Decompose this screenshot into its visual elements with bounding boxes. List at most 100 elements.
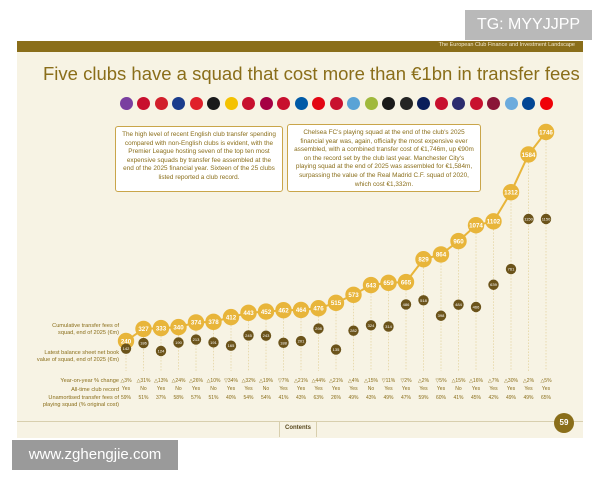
label-cumulative: 340 <box>173 324 184 331</box>
label-book-value: Latest balance sheet net book value of s… <box>36 350 119 363</box>
label-yoy: Year-on-year % change <box>60 378 119 384</box>
cell-yoy: △10% <box>207 378 221 384</box>
label-book-value: 135 <box>333 347 340 352</box>
point-book-value <box>208 337 219 348</box>
point-book-value <box>470 301 482 313</box>
cell-yoy: △2% <box>418 378 430 384</box>
label-cumulative: 452 <box>261 309 272 316</box>
club-logo-icon <box>207 97 220 110</box>
point-cumulative <box>537 123 555 141</box>
cell-unamortised: 49% <box>523 395 534 401</box>
contents-link[interactable]: Contents <box>279 421 317 437</box>
label-book-value: 213 <box>193 337 200 342</box>
point-cumulative <box>345 286 362 303</box>
cell-yoy: △32% <box>242 378 256 384</box>
cell-record: Yes <box>489 386 498 392</box>
point-book-value <box>365 320 377 331</box>
label-cumulative: 1584 <box>522 152 536 159</box>
label-book-value: 484 <box>455 302 462 307</box>
club-logo-icon <box>399 97 413 110</box>
cell-yoy: ▽11% <box>382 378 396 384</box>
label-book-value: 324 <box>368 323 375 328</box>
club-logo-icon <box>382 97 395 110</box>
club-logo-icon <box>154 97 168 110</box>
cell-unamortised: 37% <box>156 395 167 401</box>
club-logo-icon <box>522 97 535 110</box>
label-book-value: 639 <box>490 282 497 287</box>
label-record: All-time club record <box>71 387 119 393</box>
label-cumulative: 659 <box>383 280 394 287</box>
club-logo-icon <box>452 97 465 110</box>
label-book-value: 761 <box>508 267 515 272</box>
label-cumulative: 1102 <box>487 219 501 226</box>
cell-record: Yes <box>192 386 201 392</box>
club-logo-icon <box>469 97 483 110</box>
chart-svg: 240 327 333 340 374 378 412 443 452 462 464 476 515 5… <box>117 123 555 401</box>
cell-unamortised: 60% <box>436 395 447 401</box>
cell-record: No <box>455 386 462 392</box>
report-page: The European Club Finance and Investment… <box>17 41 583 438</box>
club-logo-icon <box>294 97 308 110</box>
label-cumulative: 462 <box>278 307 289 314</box>
label-cumulative: 829 <box>418 257 429 264</box>
label-cumulative: 412 <box>226 314 237 321</box>
club-logo-icon <box>329 97 343 110</box>
point-cumulative <box>240 304 257 322</box>
label-cumulative: 333 <box>156 325 167 332</box>
point-book-value <box>138 337 149 349</box>
label-book-value: 398 <box>438 313 445 318</box>
cell-unamortised: 40% <box>226 395 237 401</box>
point-book-value <box>435 310 447 321</box>
point-cumulative <box>117 332 135 350</box>
header-bar: The European Club Finance and Investment… <box>17 41 583 52</box>
point-book-value <box>418 295 429 306</box>
cell-record: Yes <box>472 386 481 392</box>
point-book-value <box>488 279 499 290</box>
cell-record: Yes <box>402 386 411 392</box>
label-cumulative: 864 <box>436 252 447 259</box>
cell-unamortised: 49% <box>506 395 517 401</box>
cell-record: Yes <box>244 386 253 392</box>
cell-unamortised: 51% <box>208 395 219 401</box>
point-book-value <box>190 334 202 345</box>
label-book-value: 142 <box>123 346 130 351</box>
label-cumulative: 960 <box>453 238 464 245</box>
point-cumulative <box>520 146 537 163</box>
cell-record: Yes <box>122 386 131 392</box>
label-cumulative: 665 <box>401 279 412 286</box>
label-book-value: 186 <box>140 341 147 346</box>
cell-unamortised: 45% <box>471 395 482 401</box>
label-cumulative: Cumulative transfer fees of squad, end o… <box>52 323 119 336</box>
point-book-value <box>173 337 184 348</box>
cell-yoy: △2% <box>523 378 535 384</box>
point-book-value <box>453 299 464 310</box>
club-logo-icon <box>312 97 325 110</box>
point-cumulative <box>275 301 292 319</box>
watermark-top: TG: MYYJJPP <box>465 10 592 40</box>
point-book-value <box>313 323 324 334</box>
cell-yoy: △44% <box>312 378 326 384</box>
cell-yoy: △4% <box>348 378 360 384</box>
point-cumulative <box>380 274 397 292</box>
cell-record: Yes <box>227 386 236 392</box>
point-cumulative <box>152 319 170 337</box>
label-book-value: 243 <box>263 333 270 338</box>
cell-record: Yes <box>314 386 323 392</box>
cell-record: Yes <box>542 386 551 392</box>
label-book-value: 1150 <box>524 217 533 222</box>
point-book-value <box>120 343 132 354</box>
label-cumulative: 240 <box>121 338 132 345</box>
point-cumulative <box>432 246 450 263</box>
label-cumulative: 1746 <box>539 129 553 136</box>
point-book-value <box>278 337 289 348</box>
point-book-value <box>243 330 254 341</box>
cell-yoy: ▽7% <box>278 378 290 384</box>
point-cumulative <box>415 251 432 268</box>
club-logo-icon <box>119 97 133 110</box>
cell-unamortised: 47% <box>401 395 412 401</box>
club-logo-icon <box>277 97 290 110</box>
label-cumulative: 515 <box>331 300 342 307</box>
point-book-value <box>330 344 342 355</box>
point-book-value <box>155 345 167 357</box>
callout-english-spending: The high level of recent English club tr… <box>115 126 283 192</box>
